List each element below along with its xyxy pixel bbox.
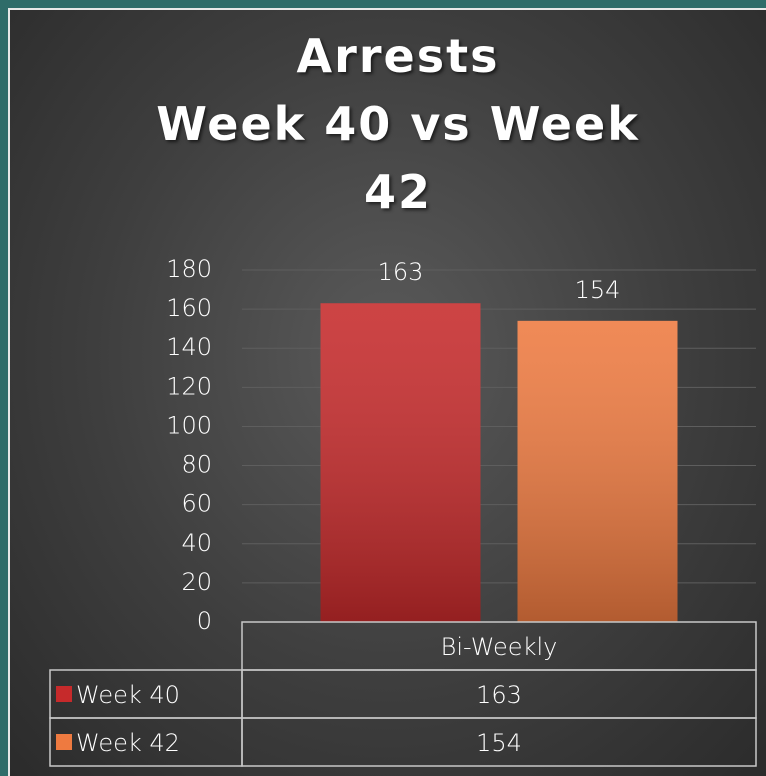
y-tick-label: 100 bbox=[166, 411, 212, 439]
table-value: 154 bbox=[476, 729, 522, 757]
legend-label: Week 40 bbox=[76, 681, 180, 709]
y-tick-label: 20 bbox=[181, 568, 212, 596]
legend-key bbox=[56, 734, 72, 750]
table-value: 163 bbox=[476, 681, 522, 709]
y-tick-label: 120 bbox=[166, 372, 212, 400]
y-tick-label: 180 bbox=[166, 255, 212, 283]
y-tick-label: 0 bbox=[197, 607, 212, 635]
y-tick-label: 60 bbox=[181, 490, 212, 518]
data-label: 163 bbox=[378, 258, 424, 286]
y-tick-label: 80 bbox=[181, 451, 212, 479]
y-tick-label: 140 bbox=[166, 333, 212, 361]
y-tick-label: 40 bbox=[181, 529, 212, 557]
legend-key bbox=[56, 686, 72, 702]
table-value-cell bbox=[241, 717, 757, 767]
table-header: Bi-Weekly bbox=[441, 633, 558, 661]
data-label: 154 bbox=[575, 276, 621, 304]
chart-title: Arrests Week 40 vs Week 42 bbox=[156, 29, 640, 219]
bar-shade bbox=[320, 303, 481, 622]
legend-label: Week 42 bbox=[76, 729, 180, 757]
y-tick-label: 160 bbox=[166, 294, 212, 322]
bar-shade bbox=[517, 320, 678, 622]
